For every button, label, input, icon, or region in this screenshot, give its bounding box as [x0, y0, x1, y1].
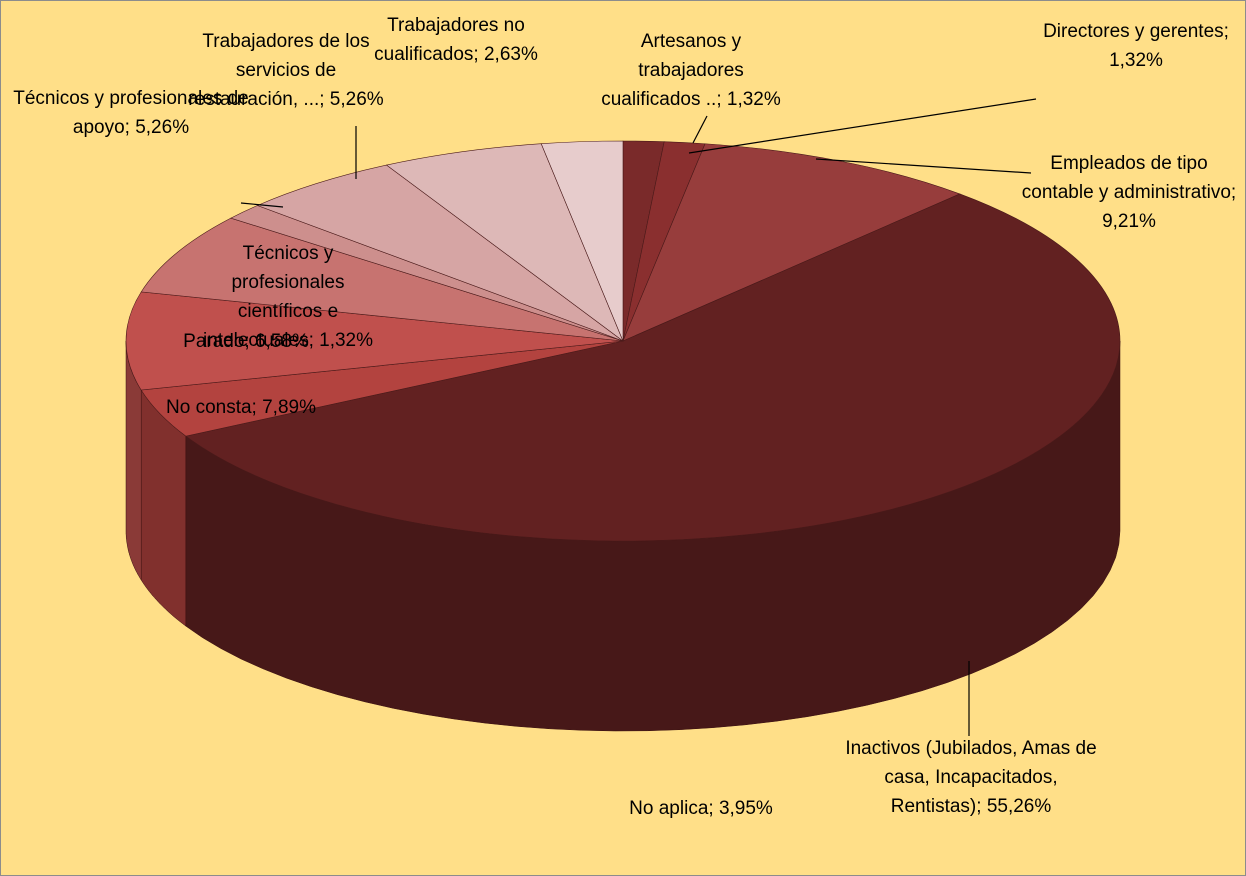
pie-slice: [540, 140, 624, 342]
data-label: Trabajadores de los servicios de restaur…: [188, 31, 384, 110]
data-label: Inactivos (Jubilados, Amas de casa, Inca…: [845, 738, 1097, 817]
pie-slice: [140, 217, 624, 342]
pie-slice: [185, 193, 1121, 542]
leader-line: [688, 98, 1037, 154]
data-label: Directores y gerentes; 1,32%: [1043, 21, 1229, 71]
pie-slice: [385, 143, 624, 342]
data-label: Artesanos y trabajadores cualificados ..…: [601, 31, 781, 110]
leader-line: [692, 115, 708, 144]
leader-line: [815, 158, 1032, 174]
leader-line: [240, 202, 284, 208]
data-label: No consta; 7,89%: [166, 397, 316, 418]
data-label: Trabajadores no cualificados; 2,63%: [374, 15, 538, 65]
data-label: Empleados de tipo contable y administrat…: [1021, 153, 1237, 232]
data-label: No aplica; 3,95%: [629, 798, 773, 819]
pie-slice: [622, 143, 961, 342]
data-label: Técnicos y profesionales de apoyo; 5,26%: [13, 88, 249, 138]
data-label: Parado; 6,58%: [183, 331, 309, 352]
pie-slice: [125, 291, 624, 391]
data-label: Técnicos y profesionales científicos e i…: [202, 243, 374, 351]
